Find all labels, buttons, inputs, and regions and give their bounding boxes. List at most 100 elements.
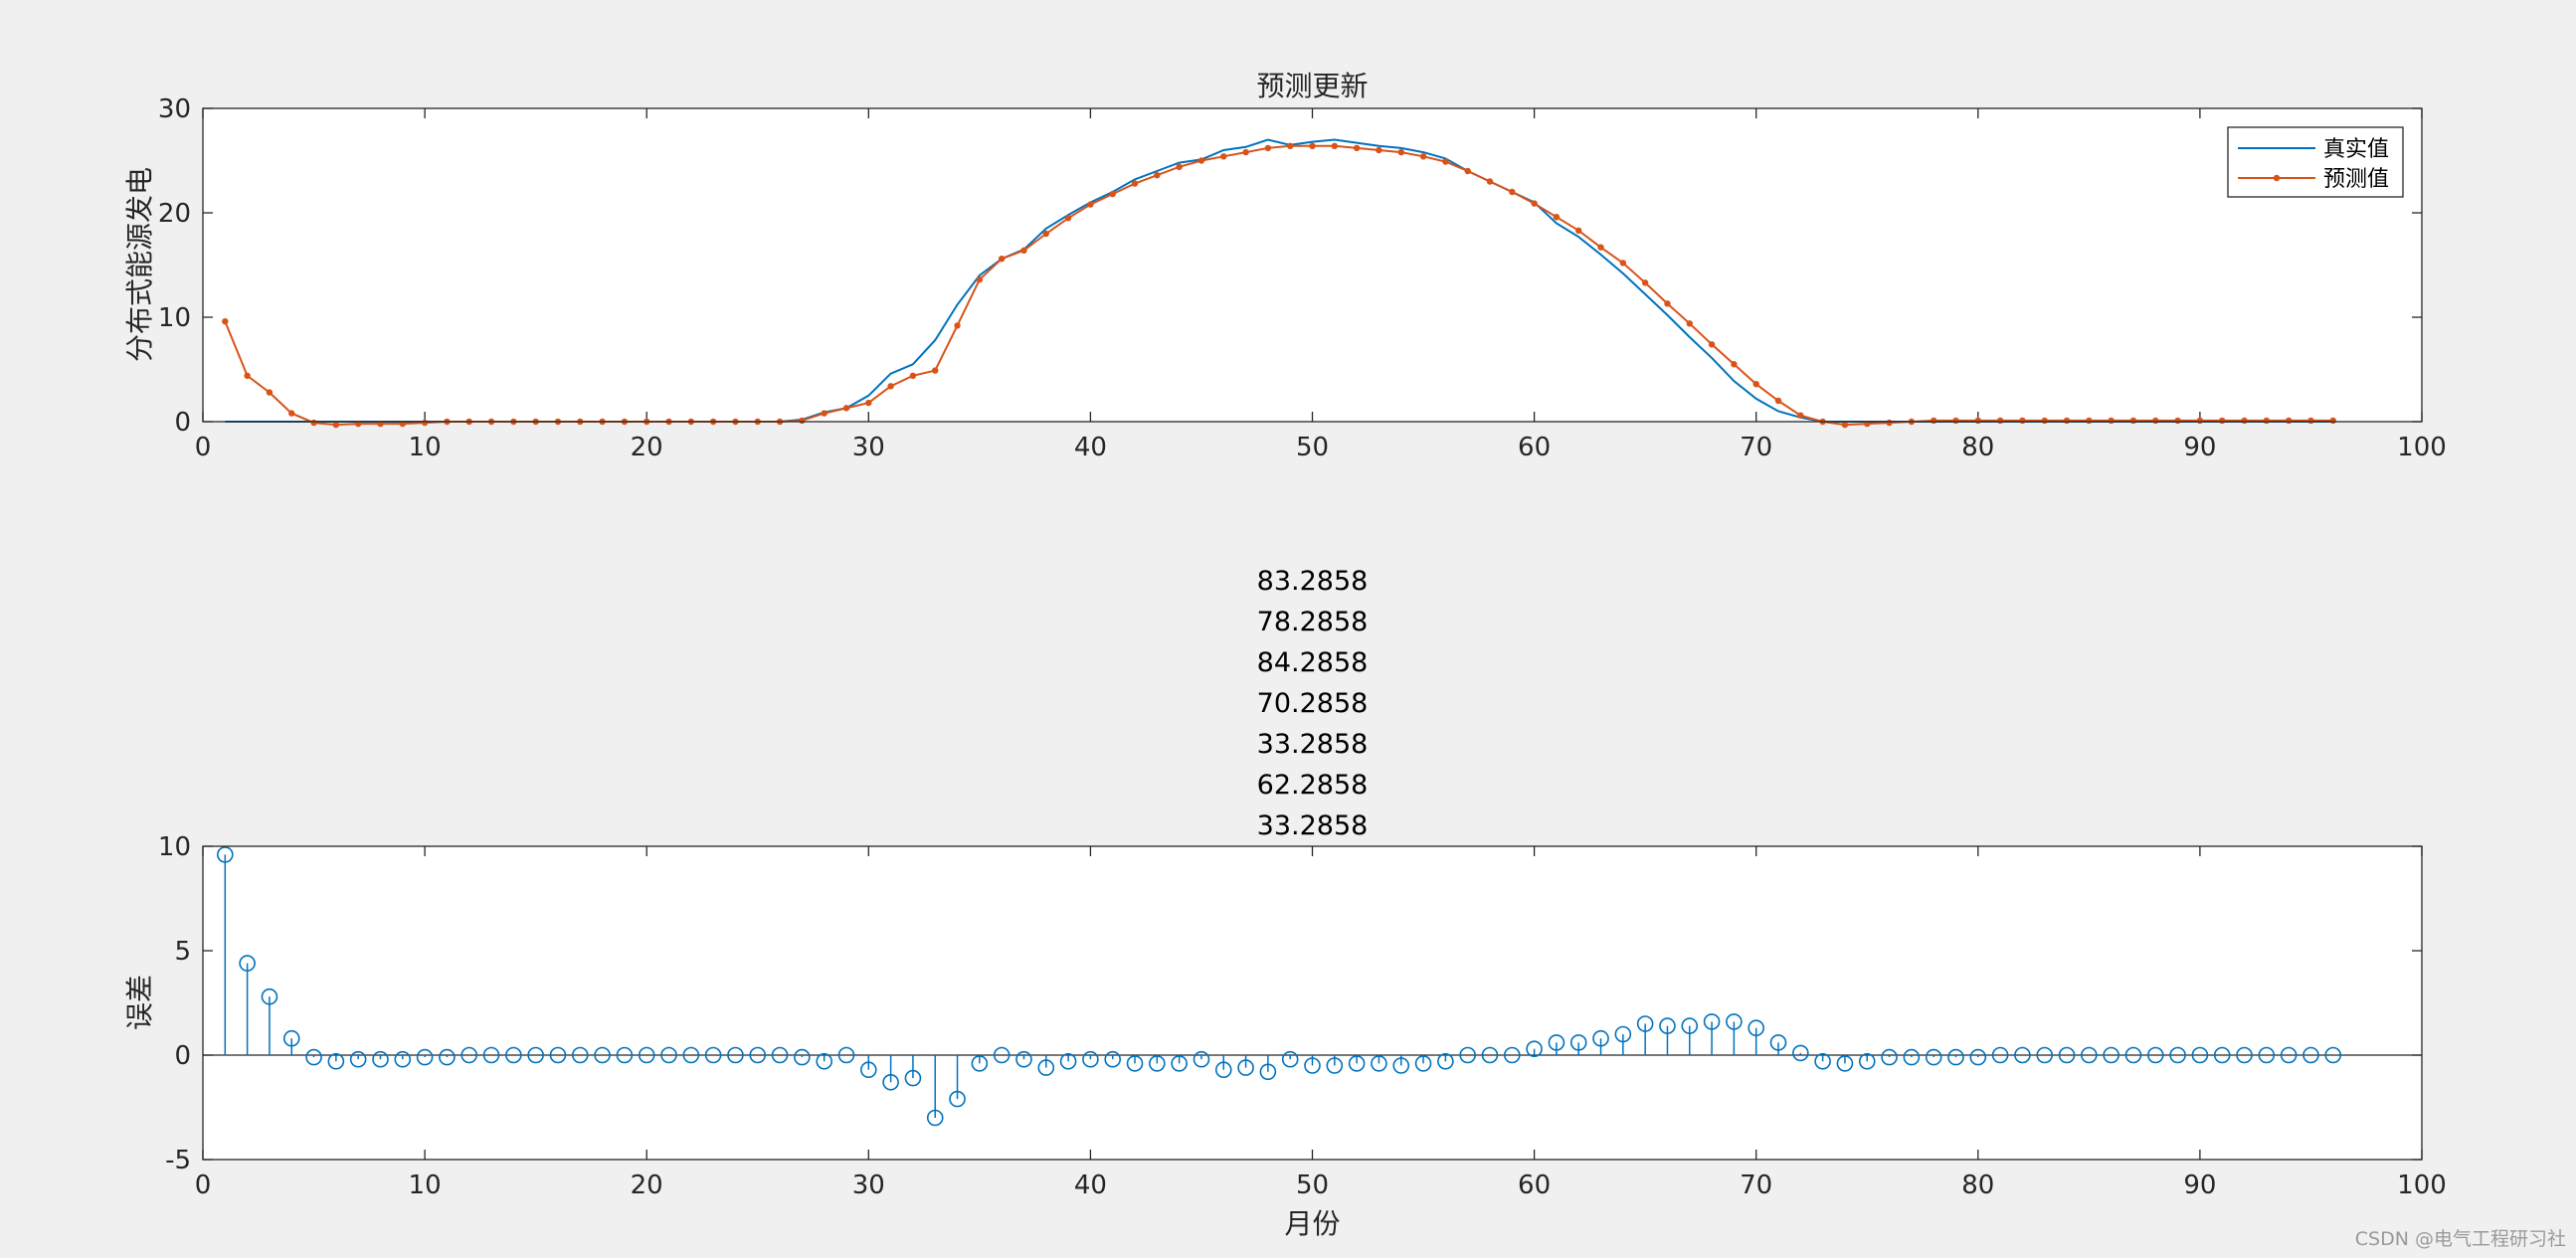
- stem-marker: [1059, 1053, 1077, 1070]
- predicted-point: [1619, 260, 1627, 267]
- error-title-line: 70.2858: [1257, 688, 1369, 719]
- stem-marker: [327, 1053, 345, 1070]
- stem-marker: [594, 1046, 611, 1064]
- stem-marker: [549, 1046, 567, 1064]
- predicted-point: [1397, 148, 1404, 156]
- predicted-point: [1752, 381, 1759, 388]
- predicted-point: [2129, 417, 2137, 425]
- legend-marker: [2273, 174, 2281, 182]
- stem-marker: [1237, 1059, 1254, 1076]
- bottom-ytick-label: 10: [158, 832, 191, 862]
- stem-marker: [1149, 1055, 1166, 1072]
- stem-marker: [993, 1046, 1011, 1064]
- stem-marker: [2058, 1046, 2076, 1064]
- predicted-point: [310, 419, 317, 427]
- top-ytick-label: 0: [174, 408, 191, 438]
- stem-marker: [1836, 1055, 1854, 1072]
- top-xtick-label: 70: [1740, 433, 1772, 462]
- stem-marker: [1371, 1055, 1387, 1072]
- stem-marker: [1037, 1059, 1055, 1076]
- predicted-point: [1131, 180, 1139, 187]
- predicted-point: [1286, 142, 1294, 149]
- top-ytick-label: 30: [158, 94, 191, 124]
- bottom-xtick-label: 100: [2397, 1170, 2447, 1200]
- stem-marker: [1548, 1034, 1565, 1051]
- stem-marker: [1526, 1040, 1543, 1057]
- predicted-point: [2307, 417, 2314, 425]
- legend-box: [2227, 126, 2404, 198]
- stem-marker: [1171, 1055, 1188, 1072]
- stem-marker: [571, 1046, 589, 1064]
- predicted-point: [244, 372, 251, 379]
- stem-marker: [1503, 1046, 1521, 1064]
- predicted-point: [1331, 142, 1339, 149]
- predicted-point: [1996, 417, 2004, 425]
- predicted-point: [2285, 417, 2293, 425]
- predicted-point: [1064, 215, 1072, 222]
- stem-marker: [859, 1061, 877, 1078]
- stem-marker: [837, 1046, 855, 1064]
- predicted-point: [2329, 417, 2336, 425]
- error-title-line: 84.2858: [1257, 647, 1369, 678]
- stem-marker: [349, 1050, 367, 1068]
- stem-marker: [2258, 1046, 2276, 1064]
- top-xtick-label: 20: [631, 433, 663, 462]
- predicted-point: [1220, 153, 1227, 160]
- error-title-line: 78.2858: [1257, 607, 1369, 637]
- top-xtick-label: 90: [2183, 433, 2216, 462]
- predicted-point: [1686, 320, 1693, 327]
- predicted-point: [1841, 421, 1849, 429]
- stem-marker: [1214, 1061, 1232, 1078]
- top-chart-title: 预测更新: [1256, 70, 1368, 102]
- bottom-x-axis-label: 月份: [1284, 1207, 1340, 1240]
- stem-marker: [1259, 1063, 1277, 1081]
- predicted-point: [1952, 417, 1959, 425]
- predicted-point: [2041, 417, 2048, 425]
- stem-marker: [1392, 1057, 1410, 1074]
- stem-marker: [1015, 1050, 1032, 1068]
- predicted-point: [2086, 417, 2093, 425]
- stem-marker: [2036, 1046, 2054, 1064]
- predicted-point: [2063, 417, 2071, 425]
- stem-marker: [1193, 1050, 1210, 1068]
- predicted-point: [1974, 417, 1982, 425]
- predicted-point: [1197, 157, 1205, 164]
- stem-marker: [1703, 1013, 1721, 1030]
- stem-marker: [1659, 1017, 1676, 1034]
- predicted-point: [887, 383, 894, 390]
- predicted-point: [1087, 201, 1094, 208]
- stem-marker: [439, 1048, 456, 1066]
- predicted-point: [821, 410, 828, 417]
- predicted-point: [1442, 158, 1449, 165]
- predicted-point: [1376, 146, 1382, 154]
- stem-marker: [305, 1048, 322, 1066]
- stem-marker: [1592, 1029, 1609, 1047]
- stem-marker: [926, 1109, 944, 1127]
- top-xtick-label: 40: [1074, 433, 1107, 462]
- stem-marker: [816, 1053, 832, 1070]
- top-axes: 0 10 20 30 40 50 60 70 80 90 100 0 10 20 30 预测更新分布式能源发电…: [123, 70, 2447, 462]
- stem-marker: [1925, 1048, 1942, 1066]
- stem-marker: [1481, 1046, 1499, 1064]
- stem-marker: [882, 1074, 899, 1091]
- bottom-plot-area: [203, 846, 2422, 1160]
- stem-marker: [971, 1055, 989, 1072]
- stem-marker: [704, 1046, 722, 1064]
- predicted-point: [1464, 167, 1471, 175]
- stem-marker: [527, 1046, 544, 1064]
- predicted-point: [2196, 417, 2204, 425]
- error-title-line: 83.2858: [1257, 566, 1369, 597]
- stem-marker: [1281, 1050, 1299, 1068]
- top-xtick-label: 60: [1518, 433, 1551, 462]
- stem-marker: [1437, 1053, 1454, 1070]
- bottom-axes-frame: [202, 845, 2423, 1161]
- stem-marker: [416, 1048, 434, 1066]
- stem-marker: [394, 1050, 412, 1068]
- predicted-point: [222, 318, 229, 325]
- bottom-axes: 0 10 20 30 40 50 60 70 80 90 100-5051083.285878.28…: [123, 566, 2447, 1240]
- bottom-ytick-label: 5: [174, 937, 191, 967]
- top-xtick-label: 80: [1961, 433, 1994, 462]
- stem-marker: [261, 988, 278, 1005]
- predicted-point: [2108, 417, 2115, 425]
